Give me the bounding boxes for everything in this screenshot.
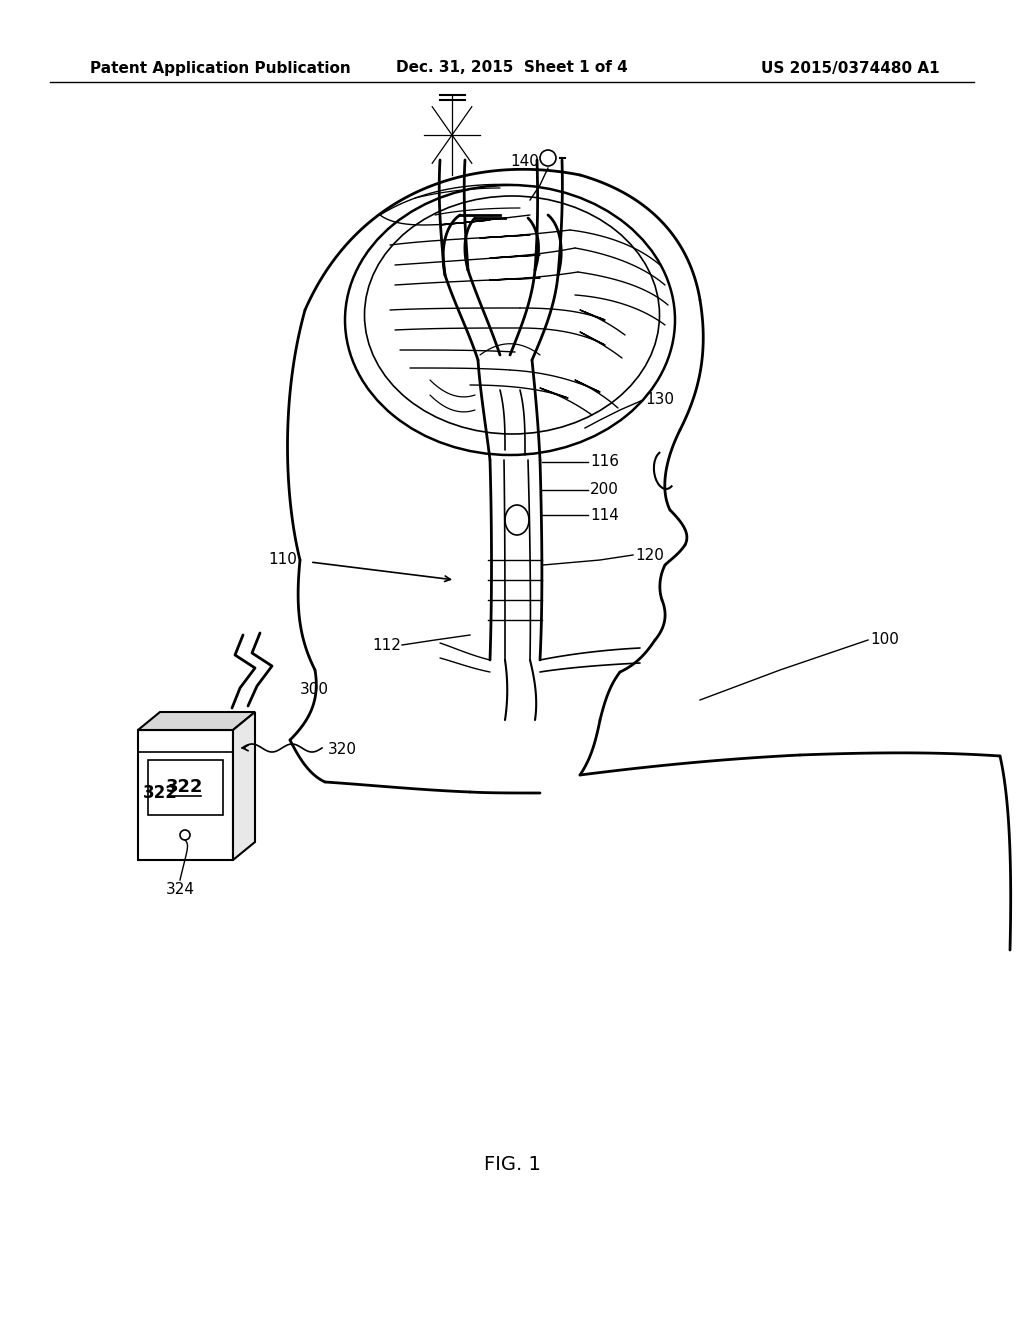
Polygon shape — [138, 711, 255, 730]
Text: 324: 324 — [166, 883, 195, 898]
Text: FIG. 1: FIG. 1 — [483, 1155, 541, 1175]
Text: 116: 116 — [590, 454, 618, 470]
Text: 114: 114 — [590, 507, 618, 523]
Text: 120: 120 — [635, 548, 664, 562]
Text: 322: 322 — [143, 784, 178, 803]
Polygon shape — [148, 760, 223, 814]
Text: 112: 112 — [372, 638, 400, 652]
Text: Patent Application Publication: Patent Application Publication — [90, 61, 351, 75]
Polygon shape — [233, 711, 255, 861]
Text: US 2015/0374480 A1: US 2015/0374480 A1 — [762, 61, 940, 75]
Text: 320: 320 — [328, 742, 357, 758]
Text: 130: 130 — [645, 392, 674, 408]
Text: Dec. 31, 2015  Sheet 1 of 4: Dec. 31, 2015 Sheet 1 of 4 — [396, 61, 628, 75]
Text: 322: 322 — [166, 777, 204, 796]
Text: 100: 100 — [870, 632, 899, 648]
Text: 140: 140 — [510, 154, 539, 169]
Text: 200: 200 — [590, 483, 618, 498]
Polygon shape — [138, 730, 233, 861]
Text: 110: 110 — [268, 553, 297, 568]
Text: 300: 300 — [300, 682, 329, 697]
